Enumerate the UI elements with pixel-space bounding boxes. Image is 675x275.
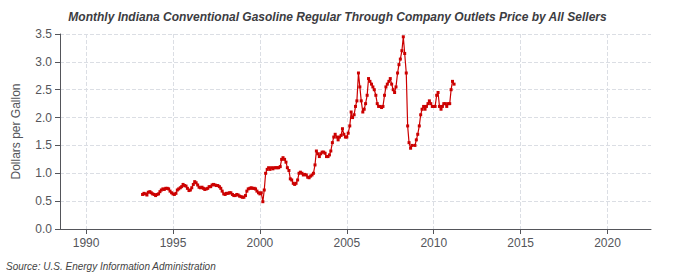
svg-text:2005: 2005 <box>333 236 360 250</box>
svg-text:0.0: 0.0 <box>35 222 52 236</box>
svg-text:Dollars per Gallon: Dollars per Gallon <box>9 83 23 179</box>
svg-text:Source: U.S. Energy Informatio: Source: U.S. Energy Information Administ… <box>6 261 216 272</box>
svg-text:0.5: 0.5 <box>35 194 52 208</box>
svg-text:3.0: 3.0 <box>35 55 52 69</box>
svg-text:1.5: 1.5 <box>35 138 52 152</box>
svg-text:Monthly Indiana Conventional G: Monthly Indiana Conventional Gasoline Re… <box>68 10 607 24</box>
svg-text:2010: 2010 <box>420 236 447 250</box>
svg-text:2020: 2020 <box>594 236 621 250</box>
svg-text:3.5: 3.5 <box>35 27 52 41</box>
svg-text:2.0: 2.0 <box>35 111 52 125</box>
svg-text:1990: 1990 <box>73 236 100 250</box>
svg-text:2.5: 2.5 <box>35 83 52 97</box>
svg-text:1995: 1995 <box>160 236 187 250</box>
svg-text:2000: 2000 <box>247 236 274 250</box>
svg-text:1.0: 1.0 <box>35 166 52 180</box>
svg-text:2015: 2015 <box>507 236 534 250</box>
